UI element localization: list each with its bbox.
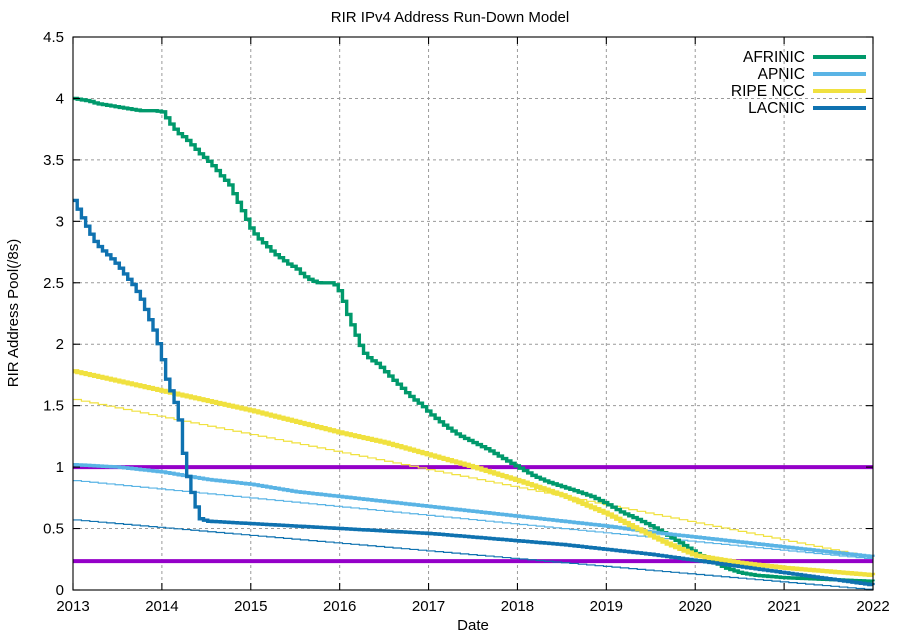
x-axis-title: Date bbox=[457, 617, 489, 634]
chart-title: RIR IPv4 Address Run-Down Model bbox=[331, 9, 569, 26]
x-tick-label: 2015 bbox=[234, 598, 267, 615]
y-tick-label: 0 bbox=[56, 582, 64, 599]
trend-lines bbox=[73, 398, 874, 590]
x-tick-label: 2022 bbox=[856, 598, 889, 615]
series-line-afrinic bbox=[73, 96, 875, 583]
x-tick-label: 2020 bbox=[679, 598, 712, 615]
x-tick-label: 2016 bbox=[323, 598, 356, 615]
series-line-ripe-ncc bbox=[73, 369, 876, 577]
legend-label-ripe-ncc: RIPE NCC bbox=[731, 83, 805, 100]
x-tick-label: 2014 bbox=[145, 598, 178, 615]
y-axis-title: RIR Address Pool(/8s) bbox=[5, 239, 22, 387]
trend-line-ripe-ncc-trend bbox=[73, 398, 874, 559]
y-tick-label: 0.5 bbox=[43, 521, 64, 538]
trend-line-lacnic-trend bbox=[73, 519, 874, 590]
axis-ticks bbox=[72, 36, 874, 591]
plot-border bbox=[72, 36, 874, 591]
y-tick-label: 4.5 bbox=[43, 29, 64, 46]
legend-label-afrinic: AFRINIC bbox=[743, 49, 805, 66]
y-tick-label: 3 bbox=[56, 213, 64, 230]
y-tick-label: 2.5 bbox=[43, 275, 64, 292]
x-tick-label: 2018 bbox=[501, 598, 534, 615]
legend-label-apnic: APNIC bbox=[758, 66, 805, 83]
legend-label-lacnic: LACNIC bbox=[748, 100, 805, 117]
y-tick-label: 4 bbox=[56, 90, 64, 107]
y-tick-label: 2 bbox=[56, 336, 64, 353]
x-tick-label: 2019 bbox=[590, 598, 623, 615]
y-tick-label: 3.5 bbox=[43, 152, 64, 169]
data-series bbox=[73, 96, 876, 587]
y-axis-tick-labels: 0 0.5 1 1.5 2 2.5 3 3.5 4 4.5 bbox=[43, 29, 64, 599]
plot-frame bbox=[72, 36, 874, 591]
trend-line-apnic-trend bbox=[73, 480, 874, 560]
y-tick-label: 1.5 bbox=[43, 398, 64, 415]
series-line-lacnic bbox=[73, 198, 875, 587]
y-tick-label: 1 bbox=[56, 459, 64, 476]
x-axis-tick-labels: 2013 2014 2015 2016 2017 2018 2019 2020 2021 2022 bbox=[56, 598, 889, 615]
series-line-apnic bbox=[73, 462, 875, 559]
gridlines bbox=[73, 37, 873, 590]
x-tick-label: 2013 bbox=[56, 598, 89, 615]
x-tick-label: 2017 bbox=[412, 598, 445, 615]
x-tick-label: 2021 bbox=[767, 598, 800, 615]
